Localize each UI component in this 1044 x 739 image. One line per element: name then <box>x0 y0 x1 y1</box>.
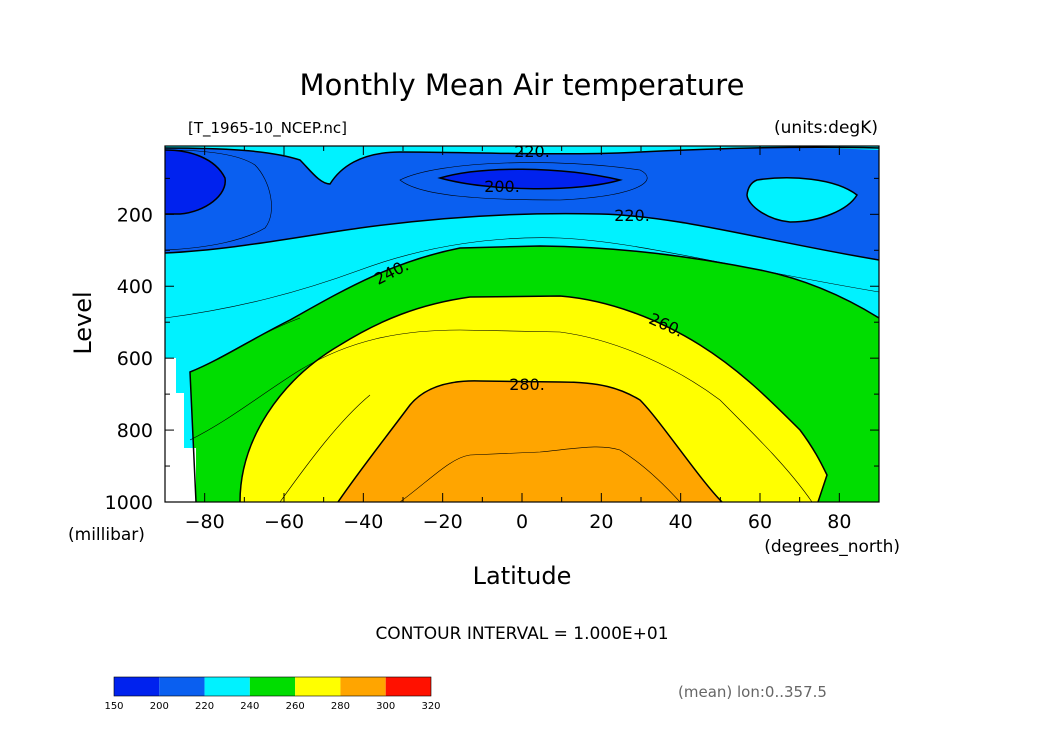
units-label: (units:degK) <box>774 118 878 138</box>
y-tick-label: 200 <box>117 204 153 226</box>
colorbar-swatch <box>385 677 431 696</box>
colorbar-swatch <box>114 677 160 696</box>
y-tick-label: 1000 <box>105 492 153 514</box>
colorbar-label: 220 <box>195 701 214 712</box>
colorbar-label: 300 <box>376 701 395 712</box>
y-axis: 200 400 600 800 1000 <box>105 177 879 514</box>
y-tick-label: 400 <box>117 276 153 298</box>
x-axis: −80 −60 −40 −20 0 20 40 60 80 <box>164 146 880 533</box>
x-tick-label: −20 <box>423 511 463 533</box>
missing-data-region <box>165 358 196 502</box>
contour-interval-text: CONTOUR INTERVAL = 1.000E+01 <box>375 624 668 644</box>
colorbar-swatch <box>340 677 386 696</box>
y-tick-label: 800 <box>117 420 153 442</box>
contour-label-220-right: 220. <box>614 206 650 225</box>
colorbar-swatch <box>249 677 296 696</box>
y-units-label: (millibar) <box>68 525 145 545</box>
colorbar-frame <box>113 676 432 697</box>
colorbar-swatch <box>295 677 341 696</box>
colorbar-label: 240 <box>240 701 259 712</box>
x-axis-title: Latitude <box>473 562 572 590</box>
contour-label-gap <box>0 0 19 2</box>
colorbar-label: 280 <box>331 701 350 712</box>
band-280-300 <box>338 380 722 502</box>
contour-label-280: 280. <box>509 375 545 394</box>
colorbar-label: 320 <box>421 701 440 712</box>
footnote: (mean) lon:0..357.5 <box>678 683 827 701</box>
x-tick-label: −60 <box>264 511 304 533</box>
x-tick-label: 60 <box>748 511 772 533</box>
y-tick-label: 600 <box>117 348 153 370</box>
band-cyan-island-right <box>747 177 857 222</box>
plot-area <box>165 146 879 502</box>
x-tick-label: 0 <box>516 511 528 533</box>
colorbar-label: 200 <box>150 701 169 712</box>
band-cyan-top <box>165 146 879 184</box>
x-tick-label: −80 <box>185 511 225 533</box>
x-tick-label: −40 <box>343 511 383 533</box>
chart-title: Monthly Mean Air temperature <box>300 68 745 102</box>
x-tick-label: 80 <box>827 511 851 533</box>
contour-label-220-top: 220. <box>514 142 550 161</box>
contour-label-gap <box>0 0 19 2</box>
colorbar-label: 150 <box>104 701 123 712</box>
x-units-label: (degrees_north) <box>764 537 900 557</box>
contour-lines-thick <box>165 146 879 502</box>
x-tick-label: 20 <box>589 511 613 533</box>
colorbar: 150 200 220 240 260 280 300 320 <box>104 676 441 712</box>
contour-label-200: 200. <box>484 177 520 196</box>
x-tick-label: 40 <box>669 511 693 533</box>
colorbar-swatch <box>204 677 250 696</box>
colorbar-label: 260 <box>286 701 305 712</box>
y-axis-title: Level <box>69 291 97 354</box>
band-cold-core-center <box>440 169 620 189</box>
band-cold-core-left <box>165 150 226 214</box>
colorbar-swatch <box>159 677 205 696</box>
file-label: [T_1965-10_NCEP.nc] <box>188 119 347 138</box>
